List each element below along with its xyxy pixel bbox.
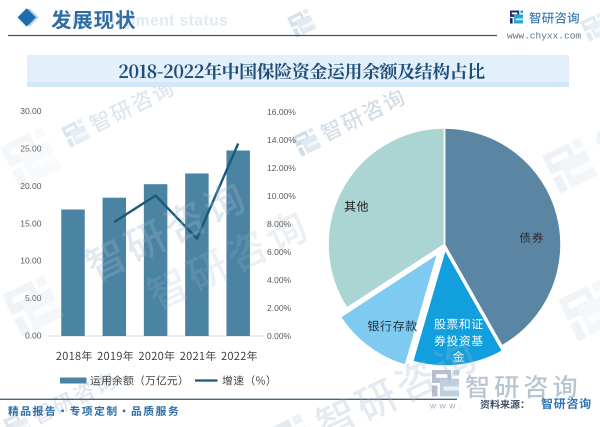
svg-text:30.00: 30.00 bbox=[20, 106, 42, 116]
svg-text:6.00%: 6.00% bbox=[267, 247, 292, 257]
svg-text:0.00%: 0.00% bbox=[267, 331, 292, 341]
svg-text:10.00: 10.00 bbox=[20, 256, 42, 266]
svg-text:10.00%: 10.00% bbox=[267, 191, 296, 201]
svg-text:16.00%: 16.00% bbox=[267, 107, 296, 117]
svg-text:4.00%: 4.00% bbox=[267, 275, 292, 285]
svg-text:www.chyxx.com: www.chyxx.com bbox=[507, 31, 581, 42]
svg-text:14.00%: 14.00% bbox=[267, 135, 296, 145]
svg-text:15.00: 15.00 bbox=[20, 218, 42, 228]
svg-text:0.00: 0.00 bbox=[25, 331, 42, 341]
svg-text:12.00%: 12.00% bbox=[267, 163, 296, 173]
svg-text:www.: www. bbox=[429, 401, 464, 411]
svg-text:2.00%: 2.00% bbox=[267, 303, 292, 313]
svg-text:20.00: 20.00 bbox=[20, 181, 42, 191]
